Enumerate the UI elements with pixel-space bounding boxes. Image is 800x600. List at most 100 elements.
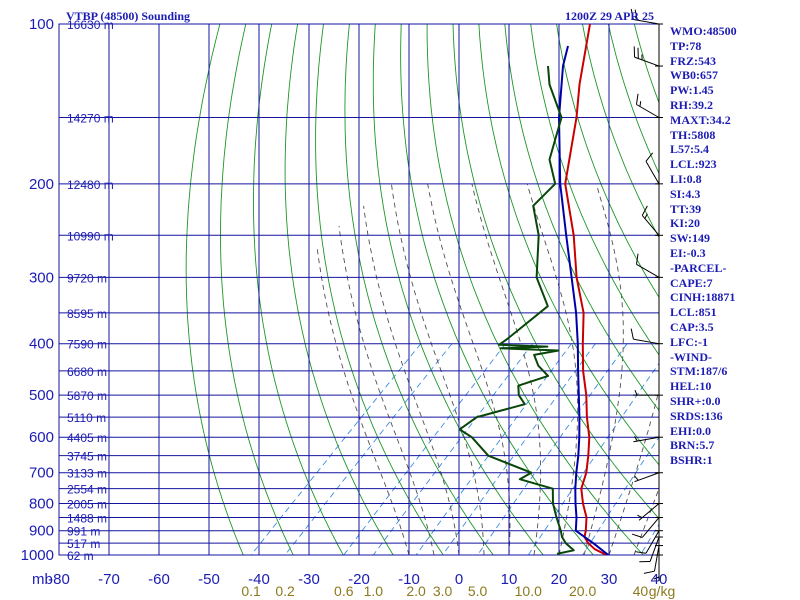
wind-barb-shaft [653,545,660,572]
index-item: SRDS:136 [670,408,723,423]
wind-barb-shaft [645,530,660,554]
pressure-tick-label: 500 [29,387,54,404]
index-item: EHI:0.0 [670,423,712,438]
pressure-tick-label: 700 [29,465,54,482]
mixing-ratio-label: 20.0 [569,583,596,599]
index-item: TH:5808 [670,127,716,142]
pressure-tick-label: 800 [29,496,54,513]
pressure-tick-label: 200 [29,176,54,193]
mixing-ratio-line [527,362,659,555]
moist-adiabat [338,225,435,555]
mixing-ratio-label: 2.0 [406,583,426,599]
mixing-ratio-label: 40 [633,583,649,599]
index-item: WB0:657 [670,68,718,83]
index-item: LI:0.8 [670,171,702,186]
index-item: RH:39.2 [670,97,713,112]
height-label: 5870 m [67,389,107,403]
temperature-tick-label: 0 [455,571,463,588]
mixing-ratio-unit: g/kg [649,583,675,599]
dry-adiabat [253,24,344,555]
wind-barb-shaft [634,56,660,67]
dry-adiabat [185,24,244,555]
wind-barb-flag [631,533,643,538]
station-title: VTBP (48500) Sounding [66,9,190,23]
temperature-tick-label: -70 [98,571,120,588]
wind-barb-half [637,514,643,519]
index-item: CAP:3.5 [670,319,714,334]
moist-adiabat [390,183,485,555]
dry-adiabat [738,24,800,555]
index-item: PW:1.45 [670,83,714,98]
temperature-tick-label: -30 [298,571,320,588]
wind-barb-half [634,389,638,396]
mixing-ratio-label: 5.0 [468,583,488,599]
dry-adiabat [372,24,544,555]
mixing-ratio-label: 0.2 [275,583,295,599]
pressure-tick-label: 100 [29,16,54,33]
temperature-tick-label: -20 [348,571,370,588]
height-label: 5110 m [67,411,106,425]
pressure-tick-label: 600 [29,429,54,446]
index-item: STM:187/6 [670,364,728,379]
index-item: TP:78 [670,38,702,53]
dry-adiabat [315,24,444,555]
temperature-tick-label: -50 [198,571,220,588]
height-label: 8595 m [67,307,107,321]
height-label: 2005 m [67,498,107,512]
wind-barb-shaft [638,503,660,521]
wind-barb-shaft [633,338,660,345]
height-label: 62 m [67,549,94,563]
wind-barb-flag [630,8,634,20]
height-label: 2554 m [67,483,107,497]
pressure-tick-label: 900 [29,523,54,540]
pressure-tick-label: 300 [29,269,54,286]
wind-barb-half [634,436,638,442]
mixing-ratio-label: 1.0 [364,583,384,599]
index-item: CAPE:7 [670,275,713,290]
index-item: BSHR:1 [670,453,713,468]
moist-adiabat [427,183,511,555]
height-label: 6680 m [67,365,107,379]
wind-barb-half [644,213,648,219]
index-item: LFC:-1 [670,334,708,349]
wind-barb-half [653,576,660,580]
wind-barb-half [634,475,639,481]
height-label: 1488 m [67,512,107,526]
mixing-ratio-label: 3.0 [433,583,453,599]
wind-barb-flag [635,93,639,105]
index-item: LCL:851 [670,305,717,320]
temperature-tick-label: -10 [398,571,420,588]
dewpoint-line [458,65,575,555]
height-label: 12480 m [67,178,114,192]
wind-barb-flag [630,328,634,340]
mixing-ratio-label: 10.0 [515,583,542,599]
wind-barb-flag [635,253,639,265]
height-label: 517 m [67,537,100,551]
wind-barb-shaft [636,104,660,118]
index-item: LCL:923 [670,157,717,172]
index-item: SI:4.3 [670,186,701,201]
index-item: BRN:5.7 [670,438,715,453]
temperature-tick-label: 40 [651,571,668,588]
index-item: CINH:18871 [670,290,736,305]
wind-barb-shaft [633,436,660,443]
wind-barb-flag [645,152,654,162]
height-label: 9720 m [67,271,107,285]
height-label: 4405 m [67,431,107,445]
mixing-ratio-line [250,343,422,555]
wind-barb-shaft [634,472,660,483]
height-label: 3133 m [67,467,107,481]
index-item: KI:20 [670,216,700,231]
temperature-tick-label: -80 [48,571,70,588]
height-label: 16630 m [67,18,114,32]
dry-adiabat [400,24,594,555]
index-item: SHR+:0.0 [670,393,721,408]
dry-adiabat [530,24,659,356]
height-label: 7590 m [67,338,107,352]
temperature-tick-label: 20 [551,571,568,588]
wind-barb-flag [641,205,648,216]
wind-barb-flag [634,9,638,21]
index-item: -WIND- [670,349,712,364]
index-item: -PARCEL- [670,260,727,275]
moist-adiabat [316,248,410,555]
